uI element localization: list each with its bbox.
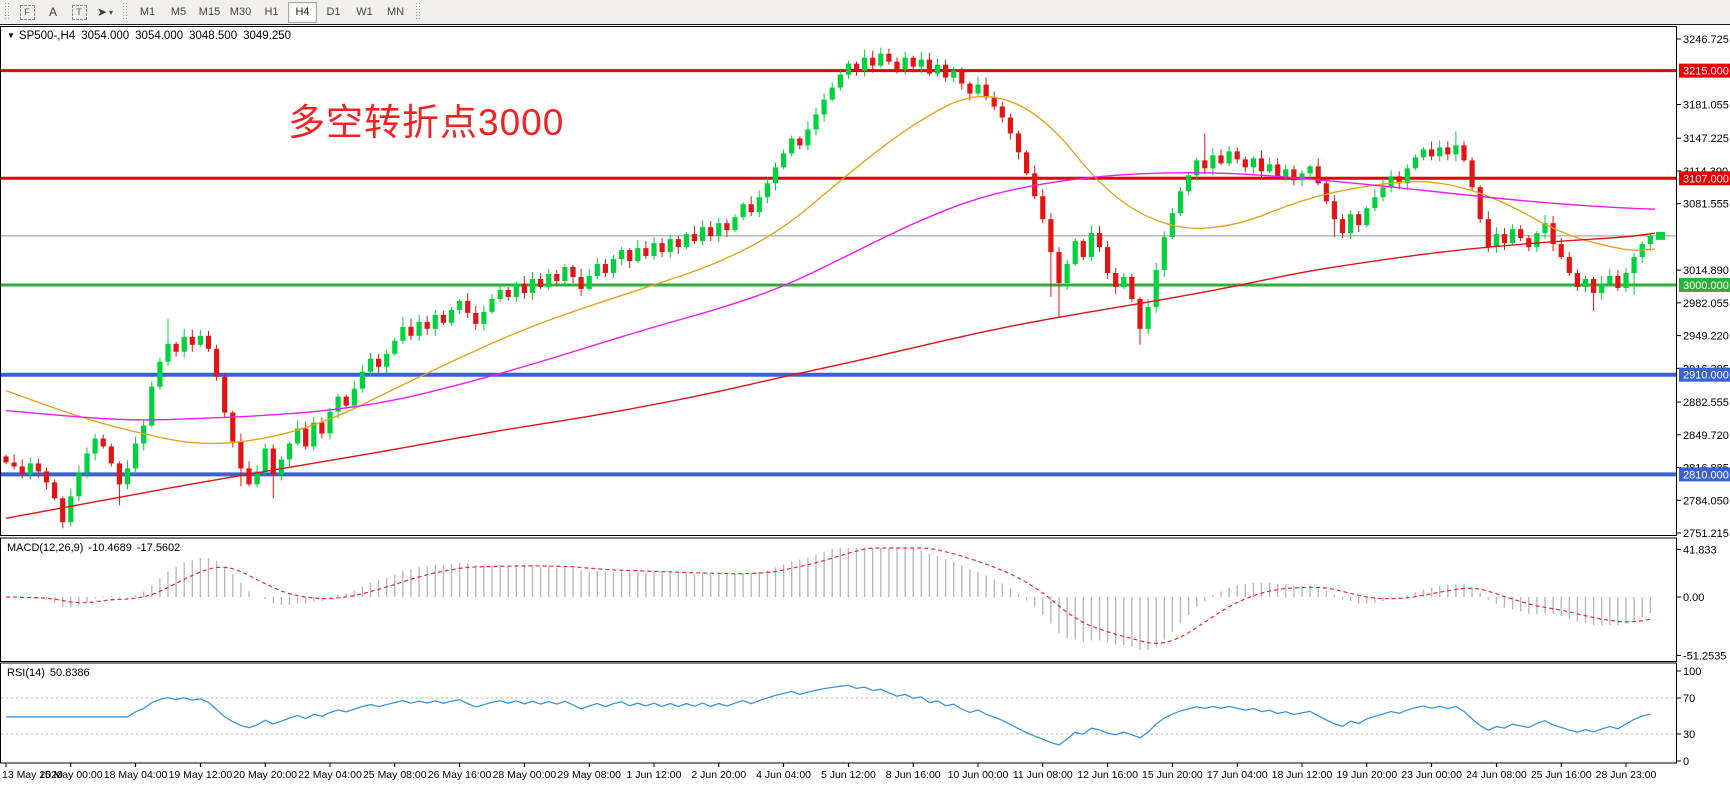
svg-text:2784.050: 2784.050 bbox=[1683, 495, 1729, 507]
symbol-dropdown-icon[interactable]: ▼ bbox=[7, 31, 15, 40]
timeframe-m5-button[interactable]: M5 bbox=[170, 6, 187, 18]
svg-text:3000.000: 3000.000 bbox=[1683, 280, 1729, 292]
svg-text:3081.555: 3081.555 bbox=[1683, 199, 1729, 211]
price-axis-labels: 3215.000 3107.000 3000.000 2910.000 2810.000… bbox=[1679, 63, 1730, 768]
toolbar-grip[interactable] bbox=[4, 3, 11, 21]
svg-text:24 Jun 08:00: 24 Jun 08:00 bbox=[1466, 769, 1527, 781]
chart-window[interactable]: 3246.7253181.0553147.2253114.3903081.555… bbox=[0, 26, 1730, 792]
timeframe-h1-button[interactable]: H1 bbox=[264, 6, 279, 18]
pointer-tool-icon[interactable]: ➤ ▾ bbox=[96, 5, 114, 19]
svg-text:2810.000: 2810.000 bbox=[1683, 469, 1729, 481]
toolbar-grip[interactable] bbox=[122, 3, 129, 21]
svg-text:18 Jun 12:00: 18 Jun 12:00 bbox=[1272, 769, 1333, 781]
svg-text:2910.000: 2910.000 bbox=[1683, 370, 1729, 382]
svg-text:2982.055: 2982.055 bbox=[1683, 298, 1729, 310]
macd-main-value: -10.4689 bbox=[88, 542, 132, 554]
svg-text:19 May 12:00: 19 May 12:00 bbox=[169, 769, 233, 781]
ma-mid-magenta bbox=[5, 171, 1656, 421]
svg-text:3014.890: 3014.890 bbox=[1683, 265, 1729, 277]
svg-text:29 May 08:00: 29 May 08:00 bbox=[557, 769, 621, 781]
candles bbox=[3, 47, 1653, 529]
chart-window-icon[interactable]: F bbox=[15, 2, 39, 23]
macd-histogram bbox=[13, 548, 1652, 651]
chart-canvas[interactable]: 3246.7253181.0553147.2253114.3903081.555… bbox=[0, 26, 1730, 792]
macd-signal-value: -17.5602 bbox=[136, 542, 181, 554]
svg-text:28 May 00:00: 28 May 00:00 bbox=[493, 769, 557, 781]
svg-text:23 Jun 00:00: 23 Jun 00:00 bbox=[1401, 769, 1462, 781]
text-box-icon[interactable]: T bbox=[67, 2, 91, 23]
ma-fast-orange bbox=[5, 95, 1656, 445]
text-label-icon[interactable]: A bbox=[48, 5, 57, 19]
svg-text:26 May 16:00: 26 May 16:00 bbox=[428, 769, 492, 781]
rsi-line bbox=[6, 684, 1651, 746]
svg-text:41.833: 41.833 bbox=[1683, 544, 1717, 556]
svg-text:0: 0 bbox=[1683, 756, 1689, 768]
svg-text:30: 30 bbox=[1683, 729, 1695, 741]
ma-slow-red bbox=[5, 232, 1656, 519]
svg-text:100: 100 bbox=[1683, 666, 1701, 678]
svg-text:2949.220: 2949.220 bbox=[1683, 331, 1729, 343]
svg-text:13 May 2020: 13 May 2020 bbox=[2, 769, 63, 781]
timeframe-h4-button[interactable]: H4 bbox=[288, 1, 317, 23]
svg-text:11 Jun 08:00: 11 Jun 08:00 bbox=[1013, 769, 1073, 781]
svg-text:-51.2535: -51.2535 bbox=[1683, 650, 1726, 662]
rsi-indicator-label: RSI(14) 50.8386 bbox=[7, 667, 95, 679]
macd-name: MACD(12,26,9) bbox=[7, 542, 84, 554]
svg-text:25 Jun 16:00: 25 Jun 16:00 bbox=[1531, 769, 1592, 781]
svg-text:2 Jun 20:00: 2 Jun 20:00 bbox=[691, 769, 746, 781]
open-value: 3054.000 bbox=[81, 30, 130, 42]
svg-text:19 Jun 20:00: 19 Jun 20:00 bbox=[1336, 769, 1397, 781]
macd-indicator-label: MACD(12,26,9) -10.4689 -17.5602 bbox=[7, 542, 185, 554]
svg-text:2751.215: 2751.215 bbox=[1683, 528, 1729, 540]
svg-text:28 Jun 23:00: 28 Jun 23:00 bbox=[1596, 769, 1657, 781]
svg-text:3246.725: 3246.725 bbox=[1683, 34, 1729, 46]
toolbar-grip[interactable] bbox=[415, 3, 422, 21]
chart-annotation-text[interactable]: 多空转折点3000 bbox=[288, 102, 565, 143]
chart-header: ▼ SP500-,H4 3054.000 3054.000 3048.500 3049.2… bbox=[7, 30, 297, 42]
svg-text:15 Jun 20:00: 15 Jun 20:00 bbox=[1142, 769, 1203, 781]
symbol-period-label: SP500-,H4 bbox=[18, 30, 76, 42]
timeframe-d1-button[interactable]: D1 bbox=[326, 6, 341, 18]
timeframe-toolbar: M1 M5 M15 M30 H1 H4 D1 W1 MN bbox=[132, 1, 411, 23]
macd-signal-line bbox=[5, 547, 1651, 645]
timeframe-mn-button[interactable]: MN bbox=[386, 6, 405, 18]
last-price-marker bbox=[1656, 231, 1665, 240]
timeframe-m30-button[interactable]: M30 bbox=[229, 6, 252, 18]
svg-text:8 Jun 16:00: 8 Jun 16:00 bbox=[886, 769, 941, 781]
svg-text:12 Jun 16:00: 12 Jun 16:00 bbox=[1077, 769, 1138, 781]
svg-text:18 May 04:00: 18 May 04:00 bbox=[104, 769, 168, 781]
svg-text:2849.720: 2849.720 bbox=[1683, 430, 1729, 442]
svg-text:15 May 00:00: 15 May 00:00 bbox=[39, 769, 103, 781]
rsi-name: RSI(14) bbox=[7, 667, 45, 679]
svg-text:0.00: 0.00 bbox=[1683, 592, 1704, 604]
svg-text:3107.000: 3107.000 bbox=[1683, 173, 1729, 185]
svg-text:20 May 20:00: 20 May 20:00 bbox=[233, 769, 297, 781]
svg-text:3215.000: 3215.000 bbox=[1683, 66, 1729, 78]
svg-text:22 May 04:00: 22 May 04:00 bbox=[298, 769, 362, 781]
svg-text:10 Jun 00:00: 10 Jun 00:00 bbox=[948, 769, 1009, 781]
top-toolbar: F A T ➤ ▾ M1 M5 M15 M30 H1 H4 D1 W1 MN bbox=[0, 0, 1730, 25]
drawing-tools-group: F A T ➤ ▾ bbox=[14, 2, 118, 23]
svg-text:70: 70 bbox=[1683, 693, 1695, 705]
timeframe-m15-button[interactable]: M15 bbox=[198, 6, 221, 18]
svg-text:17 Jun 04:00: 17 Jun 04:00 bbox=[1207, 769, 1268, 781]
svg-text:3181.055: 3181.055 bbox=[1683, 99, 1729, 111]
svg-text:4 Jun 04:00: 4 Jun 04:00 bbox=[756, 769, 811, 781]
svg-text:1 Jun 12:00: 1 Jun 12:00 bbox=[627, 769, 682, 781]
svg-text:2882.555: 2882.555 bbox=[1683, 397, 1729, 409]
svg-text:25 May 08:00: 25 May 08:00 bbox=[363, 769, 427, 781]
timeframe-m1-button[interactable]: M1 bbox=[139, 6, 156, 18]
dropdown-caret-icon: ▾ bbox=[109, 7, 114, 17]
svg-text:5 Jun 12:00: 5 Jun 12:00 bbox=[821, 769, 876, 781]
rsi-value: 50.8386 bbox=[49, 667, 90, 679]
high-value: 3054.000 bbox=[135, 30, 184, 42]
close-value: 3049.250 bbox=[243, 30, 292, 42]
timeframe-w1-button[interactable]: W1 bbox=[356, 6, 373, 18]
svg-text:3147.225: 3147.225 bbox=[1683, 133, 1729, 145]
low-value: 3048.500 bbox=[189, 30, 238, 42]
